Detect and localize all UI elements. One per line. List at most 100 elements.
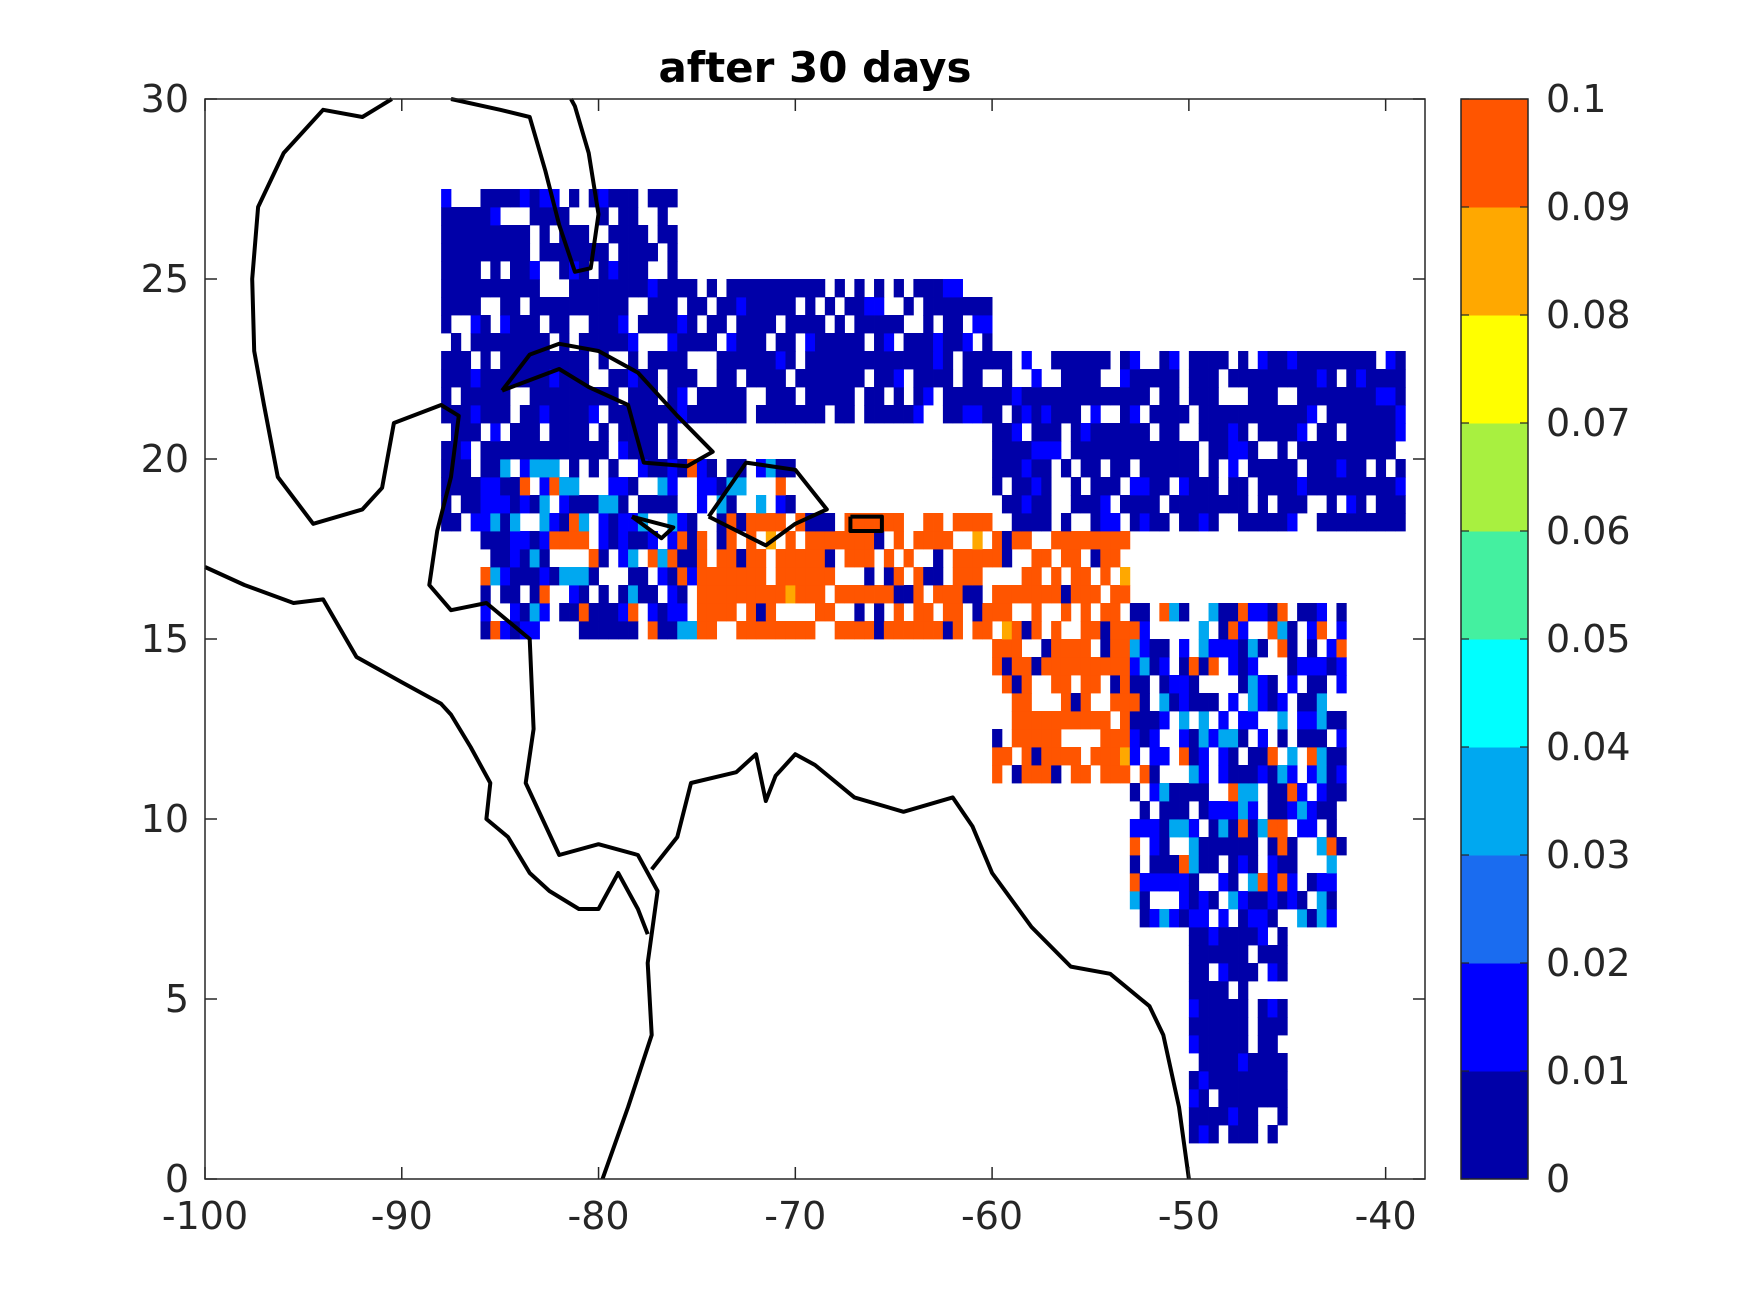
heatmap-cell [1198, 477, 1209, 496]
heatmap-cell [706, 567, 718, 586]
heatmap-cell [1060, 459, 1072, 478]
heatmap-cell [864, 585, 875, 604]
heatmap-cell [1120, 351, 1131, 370]
heatmap-cell [1287, 351, 1298, 370]
heatmap-cell [1326, 747, 1337, 766]
heatmap-cell [1011, 657, 1023, 676]
heatmap-cell [608, 261, 619, 280]
heatmap-cell [1198, 423, 1209, 442]
colorbar-tick-label: 0.1 [1546, 77, 1606, 121]
heatmap-cell [1306, 441, 1318, 460]
heatmap-cell [519, 531, 531, 550]
heatmap-cell [578, 585, 590, 604]
heatmap-cell [1129, 423, 1141, 442]
heatmap-cell [844, 621, 855, 640]
heatmap-cell [1060, 549, 1072, 568]
heatmap-cell [578, 279, 590, 298]
heatmap-cell [1149, 711, 1160, 730]
heatmap-cell [913, 351, 924, 370]
heatmap-cell [874, 585, 885, 604]
heatmap-cell [1277, 441, 1288, 460]
heatmap-cell [637, 423, 649, 442]
heatmap-cell [1149, 873, 1160, 892]
heatmap-cell [942, 387, 954, 406]
heatmap-cell [1287, 513, 1298, 532]
heatmap-cell [1247, 927, 1259, 946]
heatmap-cell [1159, 783, 1170, 802]
heatmap-cell [1060, 711, 1072, 730]
heatmap-cell [1021, 459, 1032, 478]
heatmap-cell [1218, 765, 1229, 784]
heatmap-cell [480, 315, 491, 334]
heatmap-cell [1100, 531, 1111, 550]
heatmap-cell [1316, 657, 1328, 676]
heatmap-cell [1129, 837, 1141, 856]
heatmap-cell [1238, 927, 1249, 946]
heatmap-cell [765, 297, 777, 316]
heatmap-cell [805, 549, 816, 568]
heatmap-cell [1149, 855, 1160, 874]
heatmap-cell [1238, 981, 1249, 1000]
heatmap-cell [1247, 693, 1259, 712]
heatmap-cell [1031, 711, 1042, 730]
heatmap-cell [1395, 405, 1406, 424]
heatmap-cell [1247, 819, 1259, 838]
heatmap-cell [1188, 927, 1200, 946]
heatmap-cell [1277, 711, 1288, 730]
heatmap-cell [1385, 477, 1396, 496]
heatmap-cell [677, 387, 688, 406]
heatmap-cell [1110, 459, 1121, 478]
heatmap-cell [1129, 477, 1141, 496]
heatmap-cell [1365, 441, 1377, 460]
heatmap-cell [1297, 387, 1308, 406]
heatmap-cell [1395, 459, 1406, 478]
heatmap-cell [628, 243, 639, 262]
heatmap-cell [1287, 423, 1298, 442]
heatmap-cell [618, 603, 629, 622]
heatmap-cell [510, 315, 521, 334]
heatmap-cell [933, 279, 944, 298]
heatmap-cell [874, 513, 885, 532]
heatmap-cell [1395, 423, 1406, 442]
heatmap-cell [460, 225, 472, 244]
heatmap-cell [1179, 657, 1190, 676]
heatmap-cell [450, 369, 462, 388]
heatmap-cell [618, 279, 629, 298]
heatmap-cell [490, 513, 501, 532]
heatmap-cell [618, 531, 629, 550]
heatmap-cell [1198, 909, 1209, 928]
heatmap-cell [1198, 891, 1209, 910]
heatmap-cell [500, 531, 511, 550]
heatmap-cell [598, 495, 609, 514]
heatmap-cell [578, 225, 590, 244]
heatmap-cell [1149, 729, 1160, 748]
heatmap-cell [854, 549, 865, 568]
heatmap-cell [1001, 585, 1013, 604]
heatmap-cell [1001, 459, 1013, 478]
heatmap-cell [460, 351, 472, 370]
heatmap-cell [1001, 747, 1013, 766]
heatmap-cell [637, 585, 649, 604]
heatmap-cell [982, 549, 993, 568]
heatmap-cell [657, 603, 668, 622]
heatmap-cell [775, 477, 786, 496]
heatmap-cell [628, 531, 639, 550]
heatmap-cell [716, 585, 727, 604]
heatmap-cell [1110, 657, 1121, 676]
heatmap-cell [706, 603, 718, 622]
heatmap-cell [1257, 909, 1268, 928]
heatmap-cell [1208, 513, 1219, 532]
heatmap-cell [559, 315, 570, 334]
heatmap-cell [667, 297, 678, 316]
heatmap-cell [1228, 783, 1239, 802]
heatmap-cell [1238, 963, 1249, 982]
heatmap-cell [1346, 495, 1357, 514]
heatmap-cell [441, 315, 452, 334]
heatmap-cell [1297, 891, 1308, 910]
heatmap-cell [529, 585, 540, 604]
heatmap-cell [667, 603, 678, 622]
colorbar-segment [1461, 639, 1528, 748]
heatmap-cell [1159, 909, 1170, 928]
heatmap-cell [805, 315, 816, 334]
heatmap-cell [1346, 513, 1357, 532]
